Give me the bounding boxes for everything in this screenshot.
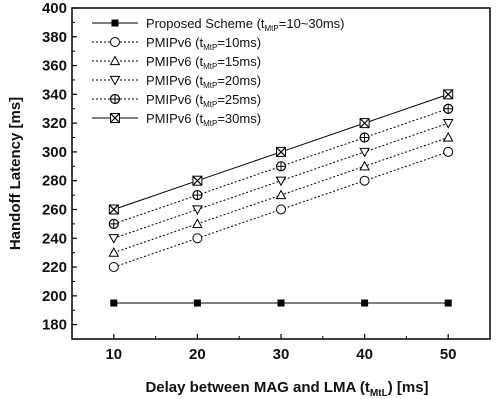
- y-tick-label: 380: [42, 29, 67, 46]
- legend-label-main: PMIPv6 (t: [146, 54, 203, 69]
- series-4-point: [359, 132, 370, 143]
- legend-marker: [109, 93, 121, 105]
- legend-label: PMIPv6 (tMtP=25ms): [146, 92, 261, 109]
- legend-label-main: PMIPv6 (t: [146, 111, 203, 126]
- legend-label-tail: =15ms): [217, 54, 261, 69]
- series-1-point: [443, 146, 454, 157]
- legend-entry-1: PMIPv6 (tMtP=10ms): [92, 35, 261, 52]
- series-2-point: [108, 247, 120, 257]
- legend-marker: [111, 19, 119, 27]
- series-1-point: [192, 233, 203, 244]
- y-tick-label: 200: [42, 288, 67, 305]
- y-tick-label: 400: [42, 0, 67, 17]
- y-tick-label: 340: [42, 86, 67, 103]
- x-axis-title-sub: MtL: [370, 388, 388, 399]
- legend: Proposed Scheme (tMtP=10~30ms)PMIPv6 (tM…: [92, 16, 345, 128]
- series-0-point: [361, 299, 369, 307]
- series-5-point: [443, 89, 454, 100]
- legend-label-tail: =10~30ms): [279, 16, 345, 31]
- series-1-point: [108, 262, 119, 273]
- x-axis-title-tail: ) [ms]: [388, 379, 429, 396]
- legend-marker: [109, 55, 121, 66]
- y-tick-label: 240: [42, 230, 67, 247]
- legend-label-sub: MtP: [265, 24, 279, 33]
- series-3-point: [108, 234, 120, 244]
- legend-label-tail: =25ms): [217, 92, 261, 107]
- series-layer: [108, 89, 454, 307]
- series-0-point: [193, 299, 201, 307]
- y-tick-label: 360: [42, 58, 67, 75]
- legend-label: PMIPv6 (tMtP=30ms): [146, 111, 261, 128]
- series-3-point: [359, 147, 370, 158]
- series-4-point: [192, 189, 203, 201]
- plot-frame: [71, 7, 491, 340]
- y-tick-label: 220: [42, 259, 67, 276]
- series-1: [108, 146, 454, 273]
- legend-label-tail: =20ms): [217, 73, 261, 88]
- x-axis-title-main: Delay between MAG and LMA (t: [145, 379, 369, 396]
- legend-label-tail: =10ms): [217, 35, 261, 50]
- series-5-point: [276, 146, 286, 157]
- series-2-point: [442, 131, 454, 142]
- y-tick-label: 300: [42, 144, 67, 161]
- series-5-point: [359, 118, 370, 129]
- legend-entry-3: PMIPv6 (tMtP=20ms): [92, 73, 261, 90]
- legend-label-main: PMIPv6 (t: [146, 92, 203, 107]
- series-0-point: [110, 299, 118, 307]
- legend-label-sub: MtP: [203, 43, 217, 52]
- y-tick-label: 320: [42, 115, 67, 132]
- x-tick-label: 30: [273, 346, 290, 363]
- legend-label-sub: MtP: [203, 119, 217, 128]
- legend-entry-2: PMIPv6 (tMtP=15ms): [92, 54, 261, 71]
- legend-marker: [110, 113, 120, 123]
- series-0-point: [444, 299, 452, 307]
- series-2-point: [275, 189, 287, 200]
- legend-label-main: PMIPv6 (t: [146, 73, 203, 88]
- legend-label-sub: MtP: [203, 81, 217, 90]
- y-axis-title: Handoff Latency [ms]: [7, 97, 24, 250]
- legend-label-tail: =30ms): [217, 111, 261, 126]
- legend-marker: [109, 75, 121, 86]
- series-0: [110, 299, 452, 307]
- series-4-point: [108, 218, 119, 229]
- x-tick-label: 40: [356, 346, 373, 363]
- legend-label: PMIPv6 (tMtP=20ms): [146, 73, 261, 90]
- series-4-point: [443, 103, 454, 114]
- x-axis-title: Delay between MAG and LMA (tMtL) [ms]: [145, 379, 428, 399]
- legend-label: PMIPv6 (tMtP=10ms): [146, 35, 261, 52]
- legend-label-main: Proposed Scheme (t: [146, 16, 265, 31]
- x-tick-label: 50: [440, 346, 457, 363]
- series-5-point: [192, 175, 203, 186]
- legend-entry-0: Proposed Scheme (tMtP=10~30ms): [92, 16, 345, 33]
- x-tick-label: 10: [105, 346, 122, 363]
- series-3-point: [192, 205, 203, 216]
- series-5-point: [108, 204, 119, 215]
- y-tick-label: 280: [42, 173, 67, 190]
- series-0-point: [277, 299, 285, 307]
- legend-label-main: PMIPv6 (t: [146, 35, 203, 50]
- series-4-point: [275, 161, 287, 172]
- y-tick-label: 260: [42, 201, 67, 218]
- series-1-point: [359, 175, 370, 186]
- legend-label: PMIPv6 (tMtP=15ms): [146, 54, 261, 71]
- legend-label-sub: MtP: [203, 100, 217, 109]
- series-3-point: [275, 176, 287, 187]
- legend-entry-4: PMIPv6 (tMtP=25ms): [92, 92, 261, 109]
- series-2-point: [359, 160, 370, 171]
- x-tick-label: 20: [189, 346, 206, 363]
- series-3: [108, 119, 454, 244]
- legend-marker: [110, 37, 120, 47]
- y-tick-label: 180: [42, 317, 67, 334]
- series-1-point: [276, 204, 286, 215]
- series-4: [108, 103, 454, 229]
- series-5: [108, 89, 454, 215]
- axes: 180 200 220 240 260 280 300 320 340 360 380 400 10 20…: [7, 0, 491, 399]
- legend-label: Proposed Scheme (tMtP=10~30ms): [146, 16, 345, 33]
- legend-entry-5: PMIPv6 (tMtP=30ms): [92, 111, 261, 128]
- legend-label-sub: MtP: [203, 62, 217, 71]
- series-3-point: [442, 119, 454, 129]
- series-2-point: [192, 218, 203, 228]
- series-2: [108, 131, 454, 257]
